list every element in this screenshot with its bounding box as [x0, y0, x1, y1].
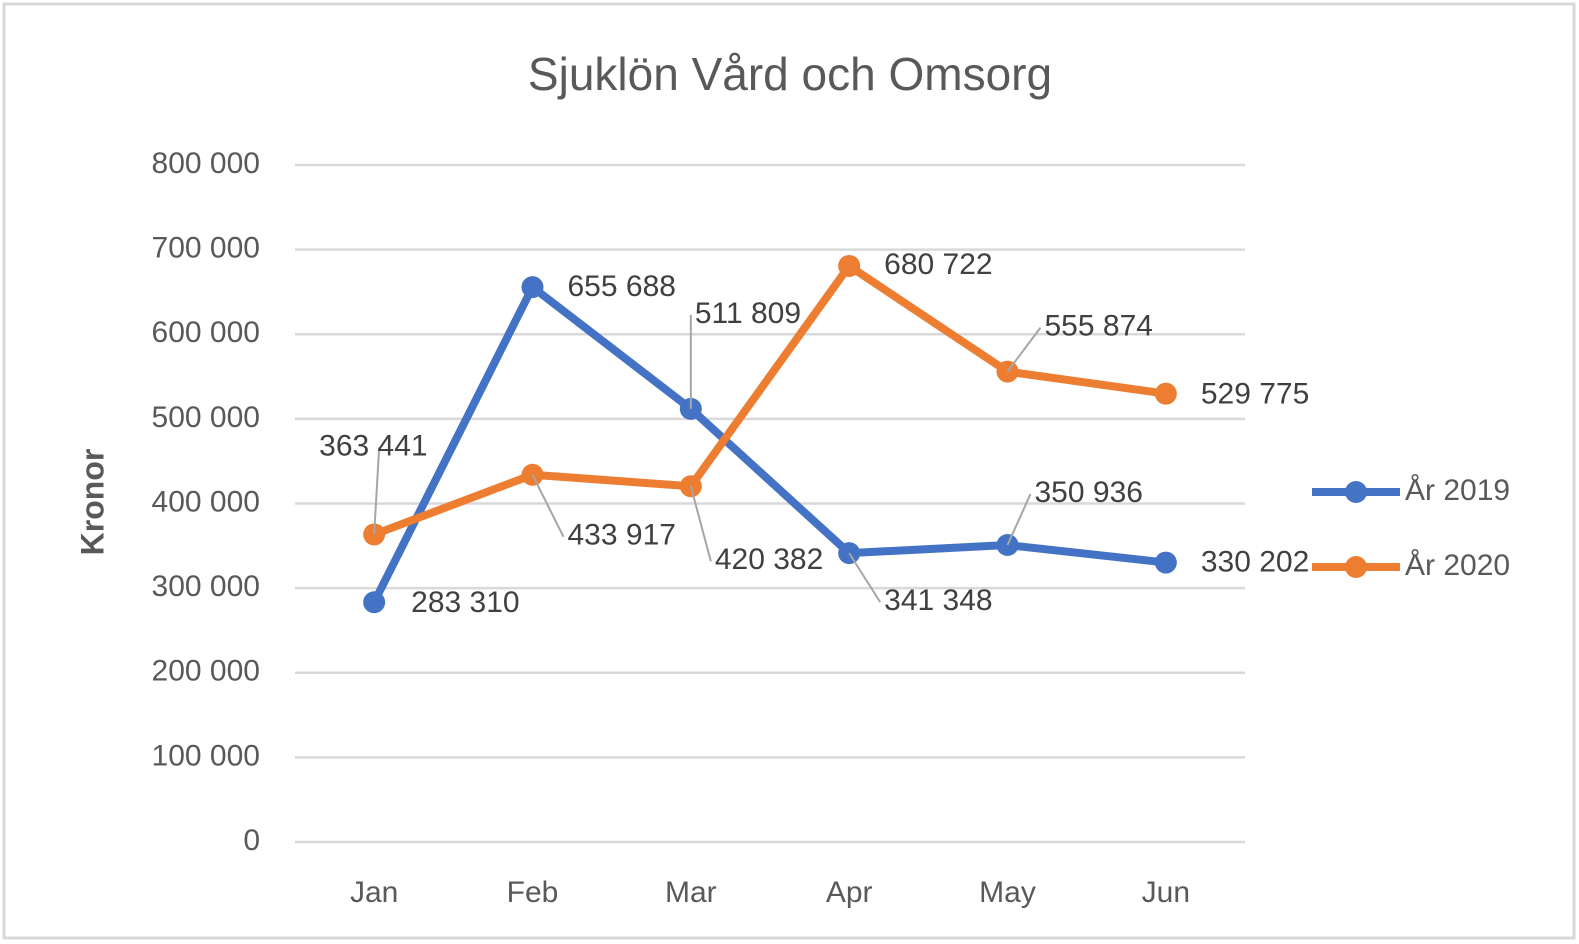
data-label: 680 722 — [884, 248, 992, 281]
y-tick-label: 700 000 — [152, 232, 260, 265]
y-tick-label: 400 000 — [152, 485, 260, 518]
point — [838, 254, 861, 277]
legend-label: År 2019 — [1405, 474, 1510, 507]
data-label: 283 310 — [411, 586, 519, 619]
data-label: 420 382 — [715, 543, 823, 576]
data-label: 330 202 — [1201, 545, 1309, 578]
chart-title: Sjuklön Vård och Omsorg — [528, 48, 1052, 100]
x-tick-label: Jan — [350, 876, 398, 909]
y-axis-label: Kronor — [74, 449, 110, 556]
y-tick-label: 600 000 — [152, 316, 260, 349]
point — [1154, 382, 1177, 405]
x-tick-label: Feb — [507, 876, 559, 909]
legend-marker — [1345, 556, 1367, 578]
leader-line — [373, 447, 381, 535]
y-tick-label: 500 000 — [152, 401, 260, 434]
data-label: 555 874 — [1045, 310, 1153, 343]
data-label: 341 348 — [884, 584, 992, 617]
legend-marker — [1345, 481, 1367, 503]
y-tick-label: 200 000 — [152, 655, 260, 688]
leader-line — [689, 485, 712, 562]
y-tick-label: 300 000 — [152, 570, 260, 603]
series-line — [370, 283, 1167, 605]
x-tick-label: Jun — [1142, 876, 1190, 909]
leader-line — [1006, 493, 1032, 546]
data-label: 350 936 — [1035, 476, 1143, 509]
y-tick-label: 100 000 — [152, 739, 260, 772]
x-tick-label: Apr — [826, 876, 873, 909]
leader-line — [531, 474, 565, 538]
x-tick-label: May — [979, 876, 1036, 909]
y-tick-label: 800 000 — [152, 147, 260, 180]
data-label: 655 688 — [568, 270, 676, 303]
leader-line — [848, 552, 882, 603]
data-label: 529 775 — [1201, 378, 1309, 411]
point — [1154, 551, 1177, 574]
legend-label: År 2020 — [1405, 549, 1510, 582]
series-line — [372, 261, 1167, 539]
point — [363, 591, 386, 614]
x-tick-label: Mar — [665, 876, 717, 909]
point — [521, 276, 544, 299]
y-tick-label: 0 — [243, 824, 260, 857]
leader-line — [1006, 326, 1042, 373]
data-label: 511 809 — [695, 297, 801, 330]
data-label: 433 917 — [568, 519, 676, 552]
data-label: 363 441 — [319, 429, 427, 462]
